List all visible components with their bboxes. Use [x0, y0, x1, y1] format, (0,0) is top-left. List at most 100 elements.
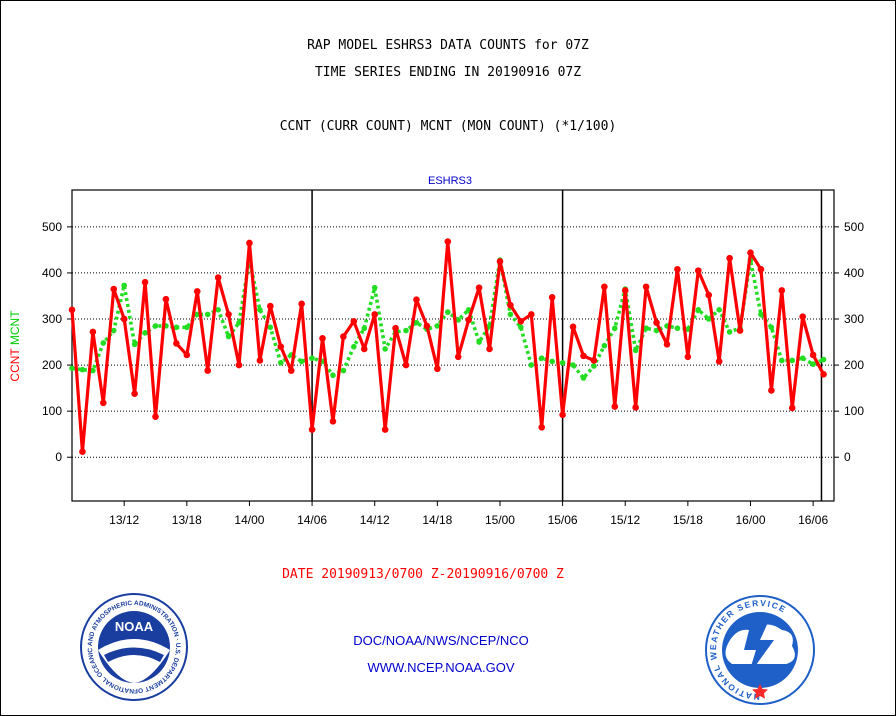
ytick-left-label-400: 400: [42, 266, 62, 280]
point-ccnt-44: [527, 311, 535, 318]
point-mcnt-18: [257, 306, 263, 313]
series-ccnt: [68, 238, 827, 456]
point-ccnt-8: [152, 413, 159, 420]
noaa-logo: NATIONAL OCEANIC AND ATMOSPHERIC ADMINIS…: [0, 0, 188, 701]
point-mcnt-7: [142, 330, 148, 336]
ytick-right-label-200: 200: [844, 358, 864, 372]
point-ccnt-26: [340, 333, 347, 340]
point-mcnt-28: [361, 325, 368, 332]
chart-title-line2: TIME SERIES ENDING IN 20190916 07Z: [314, 65, 582, 80]
point-ccnt-32: [402, 361, 410, 369]
point-mcnt-48: [570, 362, 576, 368]
point-ccnt-62: [715, 358, 723, 365]
y-axis-left: 0 100 200 300 400 500: [42, 220, 72, 464]
point-ccnt-34: [423, 322, 431, 330]
point-ccnt-50: [590, 357, 598, 364]
point-mcnt-10: [173, 324, 180, 331]
point-mcnt-37: [455, 317, 462, 323]
point-ccnt-52: [611, 403, 619, 410]
point-mcnt-6: [131, 341, 138, 348]
xtick-label-11: 16/06: [798, 513, 828, 527]
point-ccnt-16: [235, 361, 243, 369]
point-ccnt-47: [559, 411, 566, 419]
point-ccnt-3: [100, 399, 107, 407]
point-ccnt-2: [89, 328, 97, 336]
point-ccnt-13: [204, 367, 211, 374]
point-ccnt-20: [277, 343, 285, 350]
point-mcnt-23: [309, 355, 315, 361]
point-mcnt-15: [225, 333, 232, 340]
xtick-label-6: 15/00: [485, 513, 515, 527]
point-mcnt-59: [685, 326, 691, 332]
point-ccnt-29: [371, 311, 379, 318]
chart-title-line1: RAP MODEL ESHRS3 DATA COUNTS for 07Z: [307, 38, 589, 53]
point-mcnt-68: [779, 357, 785, 364]
point-ccnt-25: [329, 417, 337, 425]
point-ccnt-21: [287, 367, 295, 374]
point-ccnt-66: [757, 265, 765, 273]
point-ccnt-40: [486, 345, 493, 353]
point-mcnt-60: [695, 306, 702, 313]
xtick-label-9: 15/18: [673, 513, 703, 527]
point-mcnt-44: [528, 362, 535, 368]
point-ccnt-18: [256, 357, 264, 364]
point-mcnt-35: [434, 323, 441, 329]
point-ccnt-48: [569, 323, 577, 331]
point-ccnt-6: [131, 390, 138, 397]
point-ccnt-59: [684, 353, 692, 361]
point-ccnt-55: [642, 283, 650, 291]
point-mcnt-20: [277, 359, 284, 366]
point-mcnt-2: [90, 367, 96, 374]
point-ccnt-9: [162, 295, 170, 303]
x-axis: 13/12 13/18 14/00 14/06 14/12 14/18 15/00 15/06…: [109, 501, 828, 527]
point-ccnt-31: [392, 324, 399, 332]
point-ccnt-24: [319, 335, 326, 342]
point-ccnt-5: [120, 315, 128, 323]
point-mcnt-39: [476, 339, 482, 345]
ytick-left-label-200: 200: [42, 358, 62, 372]
point-ccnt-30: [381, 426, 389, 433]
point-mcnt-32: [403, 327, 409, 334]
xtick-label-10: 16/00: [735, 513, 765, 527]
ytick-right-label-500: 500: [844, 220, 864, 234]
point-ccnt-0: [68, 306, 76, 314]
point-ccnt-11: [183, 351, 191, 359]
point-mcnt-22: [298, 358, 305, 365]
point-ccnt-42: [507, 301, 514, 309]
point-ccnt-38: [465, 316, 472, 324]
y-axis-label: CCNT MCNT: [8, 310, 22, 382]
xtick-label-4: 14/12: [360, 513, 390, 527]
point-mcnt-69: [789, 357, 796, 364]
point-ccnt-49: [580, 352, 587, 360]
point-mcnt-58: [674, 325, 681, 332]
point-ccnt-72: [820, 370, 827, 378]
point-mcnt-26: [340, 367, 347, 374]
point-ccnt-70: [799, 313, 806, 321]
point-ccnt-33: [413, 296, 420, 303]
point-mcnt-54: [632, 347, 639, 354]
point-mcnt-51: [601, 342, 608, 349]
point-mcnt-3: [100, 340, 107, 346]
point-ccnt-19: [267, 302, 274, 310]
xtick-label-3: 14/06: [297, 513, 327, 527]
ytick-left-label-0: 0: [55, 450, 62, 464]
point-ccnt-22: [298, 300, 305, 308]
xtick-label-0: 13/12: [109, 513, 139, 527]
series-layer: [68, 238, 827, 456]
point-mcnt-0: [69, 365, 75, 372]
point-ccnt-12: [193, 288, 201, 295]
point-mcnt-61: [705, 316, 712, 322]
point-mcnt-5: [121, 282, 127, 289]
xtick-label-2: 14/00: [234, 513, 264, 527]
xtick-label-5: 14/18: [422, 513, 452, 527]
point-mcnt-14: [215, 306, 221, 313]
point-mcnt-45: [538, 355, 545, 361]
chart-subtitle: CCNT (CURR COUNT) MCNT (MON COUNT) (*1/1…: [279, 119, 617, 134]
point-ccnt-69: [788, 404, 796, 412]
panel-title: ESHRS3: [428, 175, 472, 187]
point-mcnt-50: [591, 363, 597, 369]
point-ccnt-63: [726, 254, 733, 262]
ytick-left-label-500: 500: [42, 220, 62, 234]
point-ccnt-4: [110, 285, 118, 293]
